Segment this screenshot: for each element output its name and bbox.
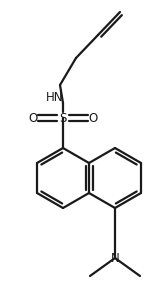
Text: HN: HN [46, 91, 64, 103]
Text: N: N [111, 252, 119, 264]
Text: S: S [59, 111, 67, 125]
Text: O: O [28, 111, 38, 125]
Text: O: O [88, 111, 98, 125]
